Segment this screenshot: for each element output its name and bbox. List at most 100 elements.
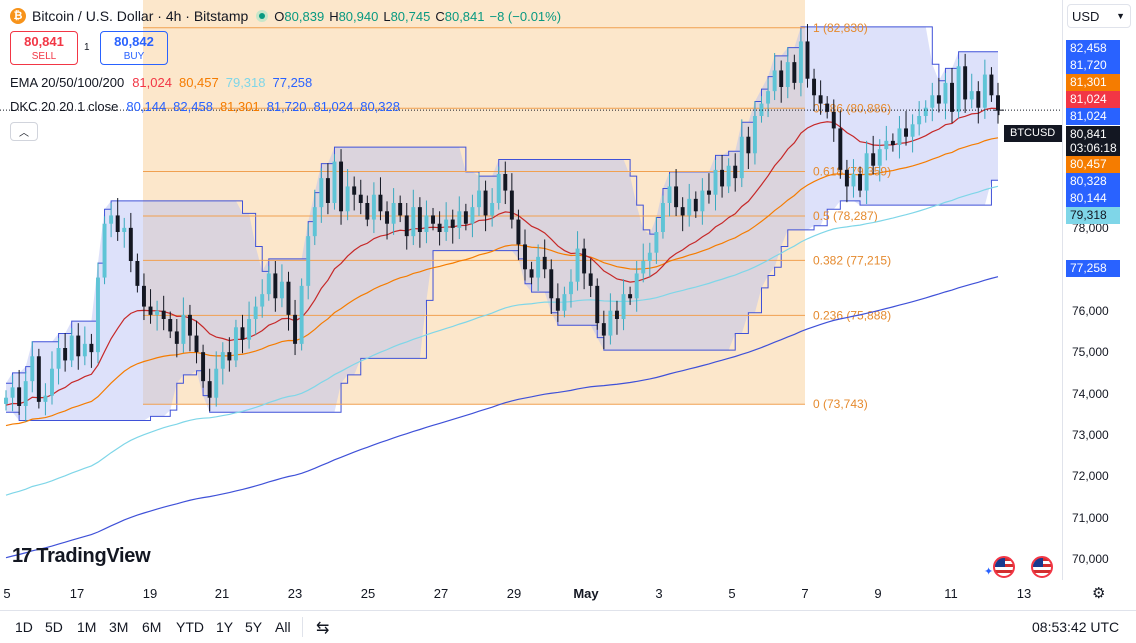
candle-body — [772, 70, 777, 92]
settings-gear-icon[interactable]: ⚙ — [1092, 585, 1106, 602]
candle-body — [437, 223, 442, 232]
tradingview-logo[interactable]: 17 TradingView — [12, 545, 151, 568]
fibonacci-zone-upper — [143, 0, 805, 28]
sell-button[interactable]: 80,841 SELL — [10, 31, 78, 65]
candle-body — [641, 261, 646, 274]
candle-body — [897, 128, 902, 145]
go-to-date-icon[interactable]: ⇆ — [316, 620, 330, 637]
candle-body — [582, 248, 587, 274]
candle-body — [444, 219, 449, 232]
candle-body — [404, 215, 409, 237]
range-button-6m[interactable]: 6M — [142, 619, 162, 635]
candle-body — [943, 82, 948, 104]
fibonacci-level-label: 0.5 (78,287) — [813, 209, 878, 223]
candle-body — [877, 149, 882, 166]
candle-body — [417, 207, 422, 232]
candle-body — [233, 327, 238, 361]
symbol-title[interactable]: Bitcoin / U.S. Dollar · 4h · Bitstamp — [32, 8, 249, 24]
price-axis[interactable] — [1062, 0, 1136, 580]
dkc-value: 80,144 — [126, 98, 167, 114]
ema-indicator-legend[interactable]: EMA 20/50/100/200 81,024 80,457 79,318 77,2… — [10, 73, 319, 91]
toolbar-divider — [302, 617, 303, 637]
candle-body — [10, 387, 15, 398]
ohlc-label: C — [435, 9, 445, 24]
candle-body — [601, 323, 606, 336]
chart-pane[interactable]: 1 (82,830) 0.786 (80,886) 0.618 (79,359) 0.… — [0, 0, 1062, 580]
candle-body — [168, 319, 173, 332]
price-axis-tag: 81,720 — [1066, 57, 1120, 74]
candle-body — [976, 91, 981, 108]
candle-body — [174, 331, 179, 344]
candle-body — [332, 161, 337, 203]
candle-body — [989, 74, 994, 96]
range-button-3m[interactable]: 3M — [109, 619, 129, 635]
price-axis-tag: 80,144 — [1066, 190, 1120, 207]
bar-countdown: 03:06:18 — [1070, 141, 1117, 155]
market-status-icon[interactable] — [256, 10, 269, 22]
price-axis-tick: 78,000 — [1072, 220, 1109, 235]
price-axis-tick: 75,000 — [1072, 345, 1109, 360]
time-axis-tick: 3 — [655, 586, 663, 601]
candle-body — [424, 215, 429, 232]
currency-value: USD — [1072, 8, 1100, 24]
range-button-ytd[interactable]: YTD — [176, 619, 204, 635]
price-tag-value: 81,024 — [1070, 109, 1107, 123]
price-change: −8 (−0.01%) — [489, 8, 562, 24]
candle-body — [628, 294, 633, 299]
price-chart-svg[interactable]: 1 (82,830) 0.786 (80,886) 0.618 (79,359) 0.… — [0, 0, 1062, 580]
range-button-5d[interactable]: 5D — [45, 619, 63, 635]
price-tag-value: 81,024 — [1070, 92, 1107, 106]
price-tag-value: 81,720 — [1070, 58, 1107, 72]
candle-body — [260, 294, 265, 307]
sell-price: 80,841 — [24, 34, 64, 49]
us-flag-event-icon[interactable] — [993, 556, 1015, 578]
spread-value: 1 — [84, 42, 90, 53]
currency-select[interactable]: USD ▼ — [1067, 4, 1131, 28]
candle-body — [63, 348, 68, 361]
candle-body — [56, 348, 61, 369]
candle-body — [286, 281, 291, 315]
price-tag-value: 80,841 — [1070, 127, 1107, 141]
candle-body — [306, 236, 311, 286]
candle-body — [713, 169, 718, 195]
sparkle-icon: ✦ — [984, 566, 994, 578]
range-button-all[interactable]: All — [275, 619, 291, 635]
candle-body — [17, 387, 22, 406]
utc-clock[interactable]: 08:53:42 UTC — [1032, 619, 1120, 635]
ema-indicator-name[interactable]: EMA 20/50/100/200 — [10, 74, 125, 90]
candle-body — [621, 294, 626, 319]
candle-body — [266, 273, 271, 295]
ema-value: 80,457 — [178, 74, 219, 90]
ohlc-value: 80,841 — [444, 9, 485, 24]
time-axis[interactable]: 5 17 19 21 23 25 27 29 May 3 5 7 9 11 13 — [0, 580, 1062, 606]
range-button-1d[interactable]: 1D — [15, 619, 33, 635]
range-button-1y[interactable]: 1Y — [216, 619, 234, 635]
bottom-toolbar: 1D 5D 1M 3M 6M YTD 1Y 5Y All ⇆ 08:53:42 UTC — [0, 610, 1136, 643]
candle-body — [293, 314, 298, 344]
candle-body — [752, 116, 757, 154]
fibonacci-level-label: 0.382 (77,215) — [813, 253, 891, 267]
candle-body — [398, 203, 403, 216]
fibonacci-level-label: 1 (82,830) — [813, 21, 868, 35]
range-button-1m[interactable]: 1M — [77, 619, 97, 635]
candle-body — [128, 227, 133, 261]
candle-body — [477, 190, 481, 208]
buy-button[interactable]: 80,842 BUY — [100, 31, 168, 65]
collapse-legend-button[interactable]: ︿ — [10, 122, 38, 141]
candle-body — [956, 66, 961, 112]
price-axis-tick: 76,000 — [1072, 303, 1109, 318]
price-axis-tag: 79,318 — [1066, 207, 1120, 224]
candle-body — [963, 66, 968, 100]
dkc-indicator-name[interactable]: DKC 20 20 1 close — [10, 98, 119, 114]
us-flag-event-icon[interactable] — [1031, 556, 1053, 578]
candle-body — [871, 153, 876, 166]
candle-body — [371, 194, 376, 220]
candle-body — [667, 186, 672, 203]
dkc-indicator-legend[interactable]: DKC 20 20 1 close 80,144 82,458 81,301 81,7… — [10, 97, 407, 115]
dkc-value: 81,024 — [313, 98, 354, 114]
range-button-5y[interactable]: 5Y — [245, 619, 263, 635]
price-tag-value: 79,318 — [1070, 208, 1107, 222]
price-tag-value: 80,457 — [1070, 157, 1107, 171]
candle-body — [759, 103, 764, 116]
